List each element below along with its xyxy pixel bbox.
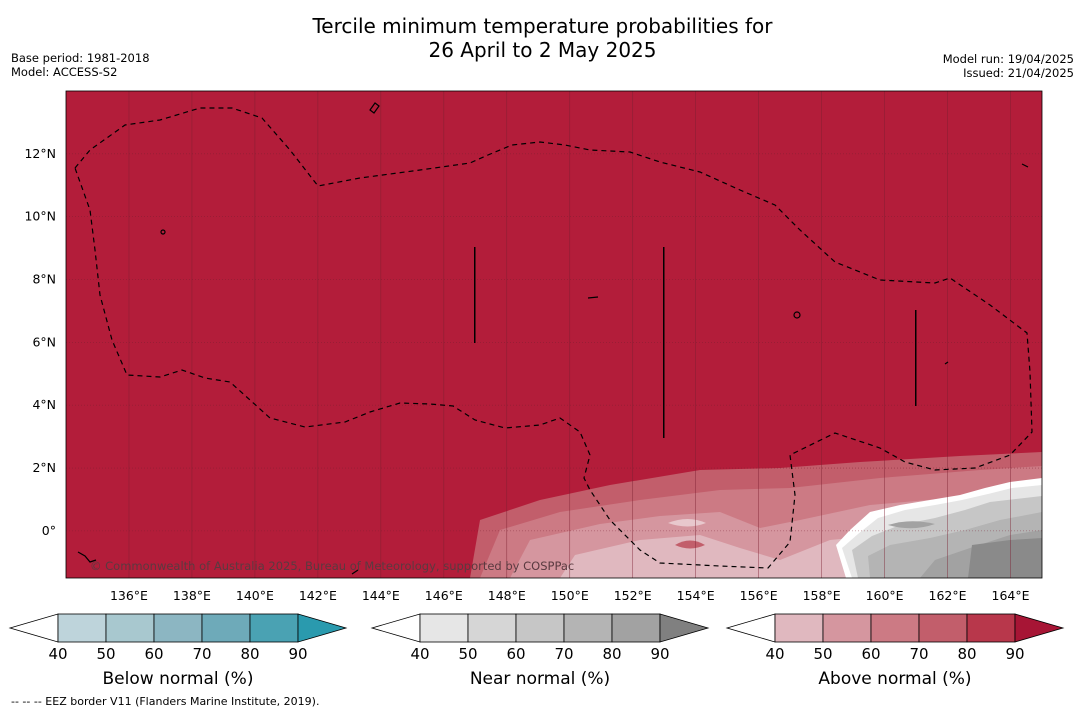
legend-title: Below normal (%): [103, 669, 254, 689]
latitude-labels: 12°N 10°N 8°N 6°N 4°N 2°N 0°: [24, 146, 56, 538]
legend-swatch: [153, 613, 203, 643]
legend-max-arrow: [659, 613, 710, 643]
lat-tick-label: 8°N: [32, 272, 56, 287]
lon-tick-label: 142°E: [299, 588, 337, 603]
legend-tick-label: 40: [765, 645, 784, 663]
lon-tick-label: 140°E: [236, 588, 274, 603]
meta-left: Base period: 1981-2018 Model: ACCESS-S2: [11, 51, 150, 79]
above-normal-patch-2: [668, 519, 706, 527]
map-panel: © Commonwealth of Australia 2025, Bureau…: [66, 91, 1042, 578]
legend-swatch: [966, 613, 1016, 643]
lon-tick-label: 154°E: [677, 588, 715, 603]
lon-tick-label: 138°E: [173, 588, 211, 603]
legend-swatch: [249, 613, 299, 643]
legend-tick-label: 70: [909, 645, 928, 663]
map-frame: [65, 90, 1043, 579]
meta-right: Model run: 19/04/2025 Issued: 21/04/2025: [943, 52, 1074, 80]
lat-tick-label: 6°N: [32, 334, 56, 349]
lat-tick-label: 10°N: [24, 209, 56, 224]
legend-max-arrow: [1014, 613, 1065, 643]
legend-tick-label: 80: [602, 645, 621, 663]
legend-tick-label: 50: [813, 645, 832, 663]
legend-tick-label: 40: [48, 645, 67, 663]
legend-swatch: [870, 613, 920, 643]
legend-swatch: [918, 613, 968, 643]
legend-swatch: [515, 613, 565, 643]
legend-min-arrow: [370, 613, 421, 643]
issued-date: Issued: 21/04/2025: [963, 66, 1074, 80]
legend-tick-label: 80: [957, 645, 976, 663]
lat-tick-label: 12°N: [24, 146, 56, 161]
legend-swatch: [419, 613, 469, 643]
model-run: Model run: 19/04/2025: [942, 52, 1074, 66]
legend-title: Near normal (%): [470, 669, 610, 689]
legend-min-arrow: [8, 613, 59, 643]
lon-tick-label: 152°E: [614, 588, 652, 603]
near-normal-band-80: [968, 538, 1042, 578]
legend-tick-label: 60: [144, 645, 163, 663]
lon-tick-label: 164°E: [992, 588, 1030, 603]
legends: 40 50 60 70 80 90 Below normal (%) 40 50 60 70 80 90…: [8, 613, 1065, 689]
legend-swatch: [563, 613, 613, 643]
model-name: Model: ACCESS-S2: [11, 65, 118, 79]
legend-swatch: [57, 613, 107, 643]
legend-tick-label: 80: [240, 645, 259, 663]
lon-tick-label: 144°E: [362, 588, 400, 603]
copyright-notice: © Commonwealth of Australia 2025, Bureau…: [90, 559, 574, 573]
lon-tick-label: 156°E: [740, 588, 778, 603]
legend-tick-label: 90: [1005, 645, 1024, 663]
legend-swatch: [201, 613, 251, 643]
map-title: Tercile minimum temperature probabilitie…: [0, 14, 1085, 62]
lat-tick-label: 0°: [42, 523, 56, 538]
title-line-1: Tercile minimum temperature probabilitie…: [312, 14, 773, 38]
legend-swatch: [822, 613, 872, 643]
near-normal-patch: [888, 521, 935, 529]
legend-tick-label: 50: [96, 645, 115, 663]
lat-tick-label: 2°N: [32, 460, 56, 475]
lat-tick-label: 4°N: [32, 397, 56, 412]
legend-swatch: [774, 613, 824, 643]
islands: [77, 102, 1029, 575]
legend-swatch: [467, 613, 517, 643]
lon-tick-label: 150°E: [551, 588, 589, 603]
title-line-2: 26 April to 2 May 2025: [428, 38, 657, 62]
legend-swatch: [105, 613, 155, 643]
lon-tick-label: 146°E: [425, 588, 463, 603]
legend-tick-label: 70: [192, 645, 211, 663]
legend-tick-label: 70: [554, 645, 573, 663]
legend-tick-label: 60: [861, 645, 880, 663]
legend-tick-label: 50: [458, 645, 477, 663]
legend-min-arrow: [725, 613, 776, 643]
legend-tick-label: 60: [506, 645, 525, 663]
eez-footnote: -- -- -- EEZ border V11 (Flanders Marine…: [11, 695, 320, 708]
legend-tick-label: 90: [650, 645, 669, 663]
base-period: Base period: 1981-2018: [11, 51, 150, 65]
eez-border-palau-fsm: [74, 107, 1033, 569]
legend-swatch: [611, 613, 661, 643]
lon-tick-label: 136°E: [110, 588, 148, 603]
legend-1: 40 50 60 70 80 90 Below normal (%): [8, 613, 348, 689]
lon-tick-label: 160°E: [866, 588, 904, 603]
legend-tick-label: 90: [288, 645, 307, 663]
legend-tick-label: 40: [410, 645, 429, 663]
above-normal-patch-1: [675, 540, 705, 549]
legend-title: Above normal (%): [818, 669, 971, 689]
legend-2: 40 50 60 70 80 90 Near normal (%): [370, 613, 710, 689]
lon-tick-label: 162°E: [929, 588, 967, 603]
graticule: [66, 91, 1042, 578]
legend-3: 40 50 60 70 80 90 Above normal (%): [725, 613, 1065, 689]
longitude-labels: 136°E 138°E 140°E 142°E 144°E 146°E 148°E 150°E…: [110, 588, 1030, 603]
lon-tick-label: 148°E: [488, 588, 526, 603]
lon-tick-label: 158°E: [803, 588, 841, 603]
legend-max-arrow: [297, 613, 348, 643]
